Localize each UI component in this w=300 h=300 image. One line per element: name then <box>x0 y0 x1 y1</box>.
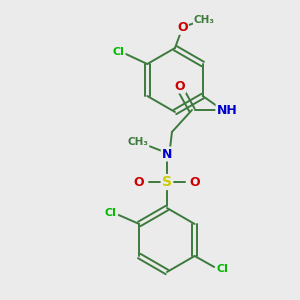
Text: O: O <box>134 176 144 188</box>
Text: O: O <box>175 80 185 92</box>
Text: O: O <box>190 176 200 188</box>
Text: CH₃: CH₃ <box>128 137 148 147</box>
Text: Cl: Cl <box>113 47 125 57</box>
Text: O: O <box>177 21 188 34</box>
Text: N: N <box>162 148 172 160</box>
Text: Cl: Cl <box>216 264 228 274</box>
Text: S: S <box>162 175 172 189</box>
Text: NH: NH <box>217 103 237 116</box>
Text: Cl: Cl <box>105 208 117 218</box>
Text: CH₃: CH₃ <box>194 16 215 26</box>
